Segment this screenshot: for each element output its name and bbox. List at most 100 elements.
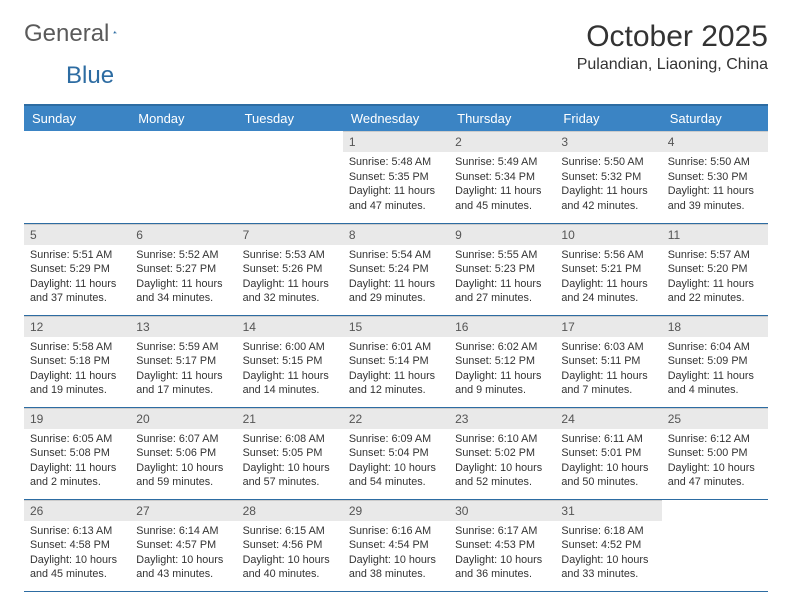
logo-sail-icon — [113, 22, 117, 42]
sunset-text: Sunset: 4:58 PM — [30, 538, 124, 553]
sunset-text: Sunset: 5:12 PM — [455, 354, 549, 369]
day-details: Sunrise: 6:10 AMSunset: 5:02 PMDaylight:… — [449, 429, 555, 496]
sunset-text: Sunset: 4:56 PM — [243, 538, 337, 553]
day-number: 21 — [237, 408, 343, 429]
day-cell: 12Sunrise: 5:58 AMSunset: 5:18 PMDayligh… — [24, 315, 130, 407]
sunrise-text: Sunrise: 6:03 AM — [561, 340, 655, 355]
sunrise-text: Sunrise: 6:15 AM — [243, 524, 337, 539]
daylight-text: Daylight: 11 hours and 2 minutes. — [30, 461, 124, 490]
day-details: Sunrise: 5:54 AMSunset: 5:24 PMDaylight:… — [343, 245, 449, 312]
day-number: 7 — [237, 224, 343, 245]
day-header-fri: Friday — [555, 105, 661, 131]
day-cell: 11Sunrise: 5:57 AMSunset: 5:20 PMDayligh… — [662, 223, 768, 315]
sunset-text: Sunset: 4:57 PM — [136, 538, 230, 553]
sunset-text: Sunset: 5:01 PM — [561, 446, 655, 461]
day-number: 10 — [555, 224, 661, 245]
location-text: Pulandian, Liaoning, China — [577, 56, 768, 74]
calendar-week-row: 12Sunrise: 5:58 AMSunset: 5:18 PMDayligh… — [24, 315, 768, 407]
sunset-text: Sunset: 5:15 PM — [243, 354, 337, 369]
sunset-text: Sunset: 5:20 PM — [668, 262, 762, 277]
day-cell: 29Sunrise: 6:16 AMSunset: 4:54 PMDayligh… — [343, 499, 449, 591]
sunrise-text: Sunrise: 6:17 AM — [455, 524, 549, 539]
daylight-text: Daylight: 11 hours and 42 minutes. — [561, 184, 655, 213]
day-details: Sunrise: 6:01 AMSunset: 5:14 PMDaylight:… — [343, 337, 449, 404]
day-cell: 22Sunrise: 6:09 AMSunset: 5:04 PMDayligh… — [343, 407, 449, 499]
sunset-text: Sunset: 5:27 PM — [136, 262, 230, 277]
daylight-text: Daylight: 11 hours and 39 minutes. — [668, 184, 762, 213]
day-details: Sunrise: 6:14 AMSunset: 4:57 PMDaylight:… — [130, 521, 236, 588]
day-number: 12 — [24, 316, 130, 337]
day-details: Sunrise: 5:57 AMSunset: 5:20 PMDaylight:… — [662, 245, 768, 312]
calendar-week-row: 19Sunrise: 6:05 AMSunset: 5:08 PMDayligh… — [24, 407, 768, 499]
day-header-wed: Wednesday — [343, 105, 449, 131]
sunrise-text: Sunrise: 6:13 AM — [30, 524, 124, 539]
day-header-mon: Monday — [130, 105, 236, 131]
day-cell: 20Sunrise: 6:07 AMSunset: 5:06 PMDayligh… — [130, 407, 236, 499]
day-number: 6 — [130, 224, 236, 245]
day-cell — [24, 131, 130, 223]
day-details: Sunrise: 6:00 AMSunset: 5:15 PMDaylight:… — [237, 337, 343, 404]
calendar-week-row: 26Sunrise: 6:13 AMSunset: 4:58 PMDayligh… — [24, 499, 768, 591]
day-number: 22 — [343, 408, 449, 429]
day-header-thu: Thursday — [449, 105, 555, 131]
day-number: 26 — [24, 500, 130, 521]
sunset-text: Sunset: 5:21 PM — [561, 262, 655, 277]
sunset-text: Sunset: 5:26 PM — [243, 262, 337, 277]
sunrise-text: Sunrise: 5:55 AM — [455, 248, 549, 263]
logo-text-general: General — [24, 20, 109, 48]
title-block: October 2025 Pulandian, Liaoning, China — [577, 20, 768, 74]
day-details: Sunrise: 5:58 AMSunset: 5:18 PMDaylight:… — [24, 337, 130, 404]
sunrise-text: Sunrise: 5:50 AM — [668, 155, 762, 170]
day-cell: 15Sunrise: 6:01 AMSunset: 5:14 PMDayligh… — [343, 315, 449, 407]
sunset-text: Sunset: 5:24 PM — [349, 262, 443, 277]
day-details: Sunrise: 6:13 AMSunset: 4:58 PMDaylight:… — [24, 521, 130, 588]
day-cell: 27Sunrise: 6:14 AMSunset: 4:57 PMDayligh… — [130, 499, 236, 591]
day-header-sat: Saturday — [662, 105, 768, 131]
sunset-text: Sunset: 5:17 PM — [136, 354, 230, 369]
daylight-text: Daylight: 10 hours and 57 minutes. — [243, 461, 337, 490]
day-details: Sunrise: 6:04 AMSunset: 5:09 PMDaylight:… — [662, 337, 768, 404]
sunset-text: Sunset: 5:04 PM — [349, 446, 443, 461]
daylight-text: Daylight: 11 hours and 37 minutes. — [30, 277, 124, 306]
sunrise-text: Sunrise: 5:54 AM — [349, 248, 443, 263]
daylight-text: Daylight: 10 hours and 38 minutes. — [349, 553, 443, 582]
sunset-text: Sunset: 5:11 PM — [561, 354, 655, 369]
sunset-text: Sunset: 4:52 PM — [561, 538, 655, 553]
day-number: 24 — [555, 408, 661, 429]
day-number: 13 — [130, 316, 236, 337]
day-number: 23 — [449, 408, 555, 429]
daylight-text: Daylight: 11 hours and 14 minutes. — [243, 369, 337, 398]
sunrise-text: Sunrise: 5:51 AM — [30, 248, 124, 263]
day-cell: 23Sunrise: 6:10 AMSunset: 5:02 PMDayligh… — [449, 407, 555, 499]
day-cell — [237, 131, 343, 223]
day-number: 5 — [24, 224, 130, 245]
day-cell: 30Sunrise: 6:17 AMSunset: 4:53 PMDayligh… — [449, 499, 555, 591]
day-details: Sunrise: 5:52 AMSunset: 5:27 PMDaylight:… — [130, 245, 236, 312]
day-cell: 19Sunrise: 6:05 AMSunset: 5:08 PMDayligh… — [24, 407, 130, 499]
day-number: 1 — [343, 131, 449, 152]
sunrise-text: Sunrise: 5:59 AM — [136, 340, 230, 355]
daylight-text: Daylight: 11 hours and 4 minutes. — [668, 369, 762, 398]
day-details: Sunrise: 6:18 AMSunset: 4:52 PMDaylight:… — [555, 521, 661, 588]
day-number: 11 — [662, 224, 768, 245]
sunrise-text: Sunrise: 5:48 AM — [349, 155, 443, 170]
day-cell: 26Sunrise: 6:13 AMSunset: 4:58 PMDayligh… — [24, 499, 130, 591]
daylight-text: Daylight: 10 hours and 45 minutes. — [30, 553, 124, 582]
sunset-text: Sunset: 5:32 PM — [561, 170, 655, 185]
sunrise-text: Sunrise: 5:52 AM — [136, 248, 230, 263]
daylight-text: Daylight: 10 hours and 59 minutes. — [136, 461, 230, 490]
day-cell: 18Sunrise: 6:04 AMSunset: 5:09 PMDayligh… — [662, 315, 768, 407]
day-cell: 2Sunrise: 5:49 AMSunset: 5:34 PMDaylight… — [449, 131, 555, 223]
day-details: Sunrise: 5:55 AMSunset: 5:23 PMDaylight:… — [449, 245, 555, 312]
day-details: Sunrise: 5:56 AMSunset: 5:21 PMDaylight:… — [555, 245, 661, 312]
day-number: 15 — [343, 316, 449, 337]
day-number: 9 — [449, 224, 555, 245]
day-cell: 1Sunrise: 5:48 AMSunset: 5:35 PMDaylight… — [343, 131, 449, 223]
month-title: October 2025 — [577, 20, 768, 54]
day-cell: 8Sunrise: 5:54 AMSunset: 5:24 PMDaylight… — [343, 223, 449, 315]
daylight-text: Daylight: 10 hours and 36 minutes. — [455, 553, 549, 582]
daylight-text: Daylight: 11 hours and 29 minutes. — [349, 277, 443, 306]
sunrise-text: Sunrise: 5:49 AM — [455, 155, 549, 170]
sunset-text: Sunset: 5:23 PM — [455, 262, 549, 277]
day-number: 17 — [555, 316, 661, 337]
